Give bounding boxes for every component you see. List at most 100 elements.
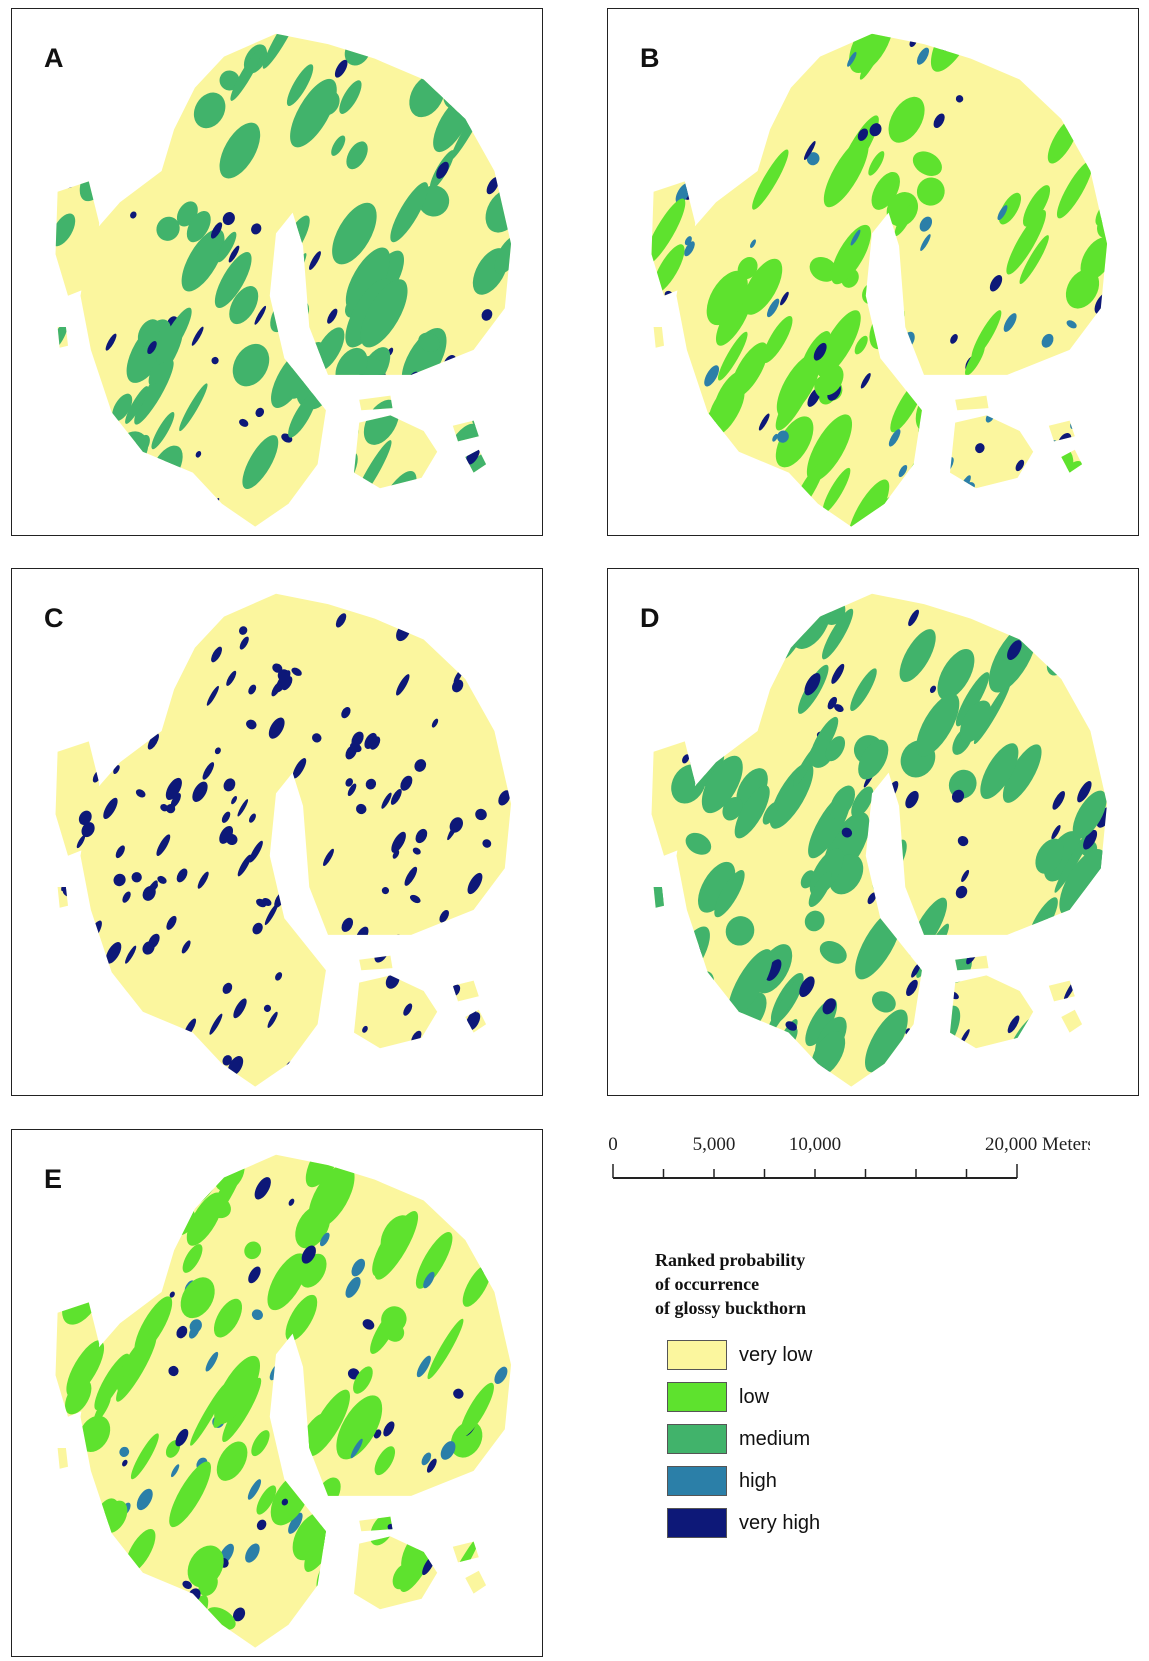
habitat-patch xyxy=(787,1057,795,1069)
habitat-patch xyxy=(271,681,282,697)
habitat-patch xyxy=(103,797,118,819)
habitat-patch xyxy=(1038,460,1085,527)
habitat-patch xyxy=(102,973,111,983)
habitat-patch xyxy=(186,210,211,243)
habitat-patch xyxy=(651,885,682,927)
habitat-patch xyxy=(486,399,503,420)
habitat-patch xyxy=(62,1498,72,1508)
map-panel: E xyxy=(11,1129,543,1657)
habitat-patch xyxy=(272,663,283,673)
habitat-patch xyxy=(315,472,329,491)
habitat-patch xyxy=(195,451,202,458)
habitat-patch xyxy=(246,719,257,730)
legend-item: very high xyxy=(655,1502,820,1544)
habitat-patch xyxy=(899,629,936,683)
habitat-patch xyxy=(166,915,177,930)
habitat-patch xyxy=(370,1309,399,1354)
habitat-patch xyxy=(494,364,509,384)
habitat-patch xyxy=(712,387,745,436)
habitat-patch xyxy=(919,1058,951,1087)
habitat-patch xyxy=(133,690,144,700)
habitat-patch xyxy=(211,356,219,365)
habitat-patch xyxy=(496,1615,504,1625)
habitat-patch xyxy=(268,717,285,739)
habitat-patch xyxy=(309,251,321,270)
habitat-patch xyxy=(115,845,125,859)
habitat-patch xyxy=(191,326,204,346)
habitat-patch xyxy=(1074,108,1105,144)
habitat-patch xyxy=(226,670,237,686)
habitat-patch xyxy=(251,1309,263,1321)
habitat-patch xyxy=(882,860,901,879)
island xyxy=(55,33,512,527)
habitat-patch xyxy=(719,1027,729,1040)
habitat-patch xyxy=(902,1061,925,1087)
habitat-patch xyxy=(872,258,882,269)
habitat-patch xyxy=(738,595,749,613)
habitat-patch xyxy=(69,67,87,96)
habitat-patch xyxy=(414,759,427,772)
habitat-patch xyxy=(416,1614,426,1625)
habitat-patch xyxy=(55,994,65,1010)
habitat-patch xyxy=(357,1063,372,1086)
habitat-patch xyxy=(112,393,133,422)
habitat-patch xyxy=(221,811,231,823)
habitat-patch xyxy=(267,1011,278,1028)
habitat-patch xyxy=(662,372,690,413)
habitat-patch xyxy=(459,1613,487,1635)
habitat-patch xyxy=(168,1365,179,1377)
habitat-patch xyxy=(418,332,440,353)
habitat-patch xyxy=(762,315,793,363)
habitat-patch xyxy=(335,613,347,628)
habitat-patch xyxy=(404,866,418,886)
habitat-patch xyxy=(726,483,759,520)
legend: Ranked probability of occurrence of glossy… xyxy=(655,1248,820,1544)
legend-swatch xyxy=(667,1424,727,1454)
habitat-patch xyxy=(176,868,188,883)
habitat-patch xyxy=(153,50,160,60)
habitat-patch xyxy=(75,659,91,682)
habitat-patch xyxy=(804,673,821,696)
habitat-patch xyxy=(758,413,770,431)
habitat-patch xyxy=(153,600,162,614)
habitat-patch xyxy=(971,310,1002,360)
habitat-patch xyxy=(708,174,721,194)
habitat-patch xyxy=(912,151,942,176)
legend-title: Ranked probability xyxy=(655,1250,806,1270)
habitat-patch xyxy=(341,917,354,932)
habitat-patch xyxy=(1050,959,1060,973)
habitat-patch xyxy=(125,1154,160,1199)
habitat-patch xyxy=(61,872,74,892)
habitat-patch xyxy=(706,270,748,326)
habitat-patch xyxy=(82,667,93,678)
habitat-patch xyxy=(68,159,89,183)
habitat-patch xyxy=(92,105,135,172)
habitat-patch xyxy=(829,785,856,819)
habitat-patch xyxy=(747,40,768,68)
habitat-patch xyxy=(412,1617,434,1643)
habitat-patch xyxy=(290,78,337,148)
habitat-patch xyxy=(1059,848,1106,917)
habitat-patch xyxy=(347,783,357,797)
habitat-patch xyxy=(1077,780,1092,803)
habitat-patch xyxy=(126,1071,138,1086)
habitat-patch xyxy=(255,407,265,418)
habitat-patch xyxy=(1025,40,1038,55)
habitat-patch xyxy=(77,1161,113,1217)
habitat-patch xyxy=(667,391,680,407)
habitat-patch xyxy=(141,1225,157,1248)
habitat-patch xyxy=(244,1241,262,1260)
habitat-patch xyxy=(263,1004,272,1012)
habitat-patch xyxy=(777,430,789,443)
habitat-patch xyxy=(187,1545,224,1588)
habitat-patch xyxy=(992,933,1017,972)
habitat-patch xyxy=(1052,791,1065,810)
habitat-patch xyxy=(984,33,994,44)
habitat-patch xyxy=(651,198,686,266)
habitat-patch xyxy=(1006,209,1046,275)
habitat-patch xyxy=(351,1258,366,1277)
habitat-patch xyxy=(996,1051,1020,1083)
map xyxy=(651,33,1108,527)
habitat-patch xyxy=(869,123,882,137)
scale-label: 0 xyxy=(608,1134,618,1155)
